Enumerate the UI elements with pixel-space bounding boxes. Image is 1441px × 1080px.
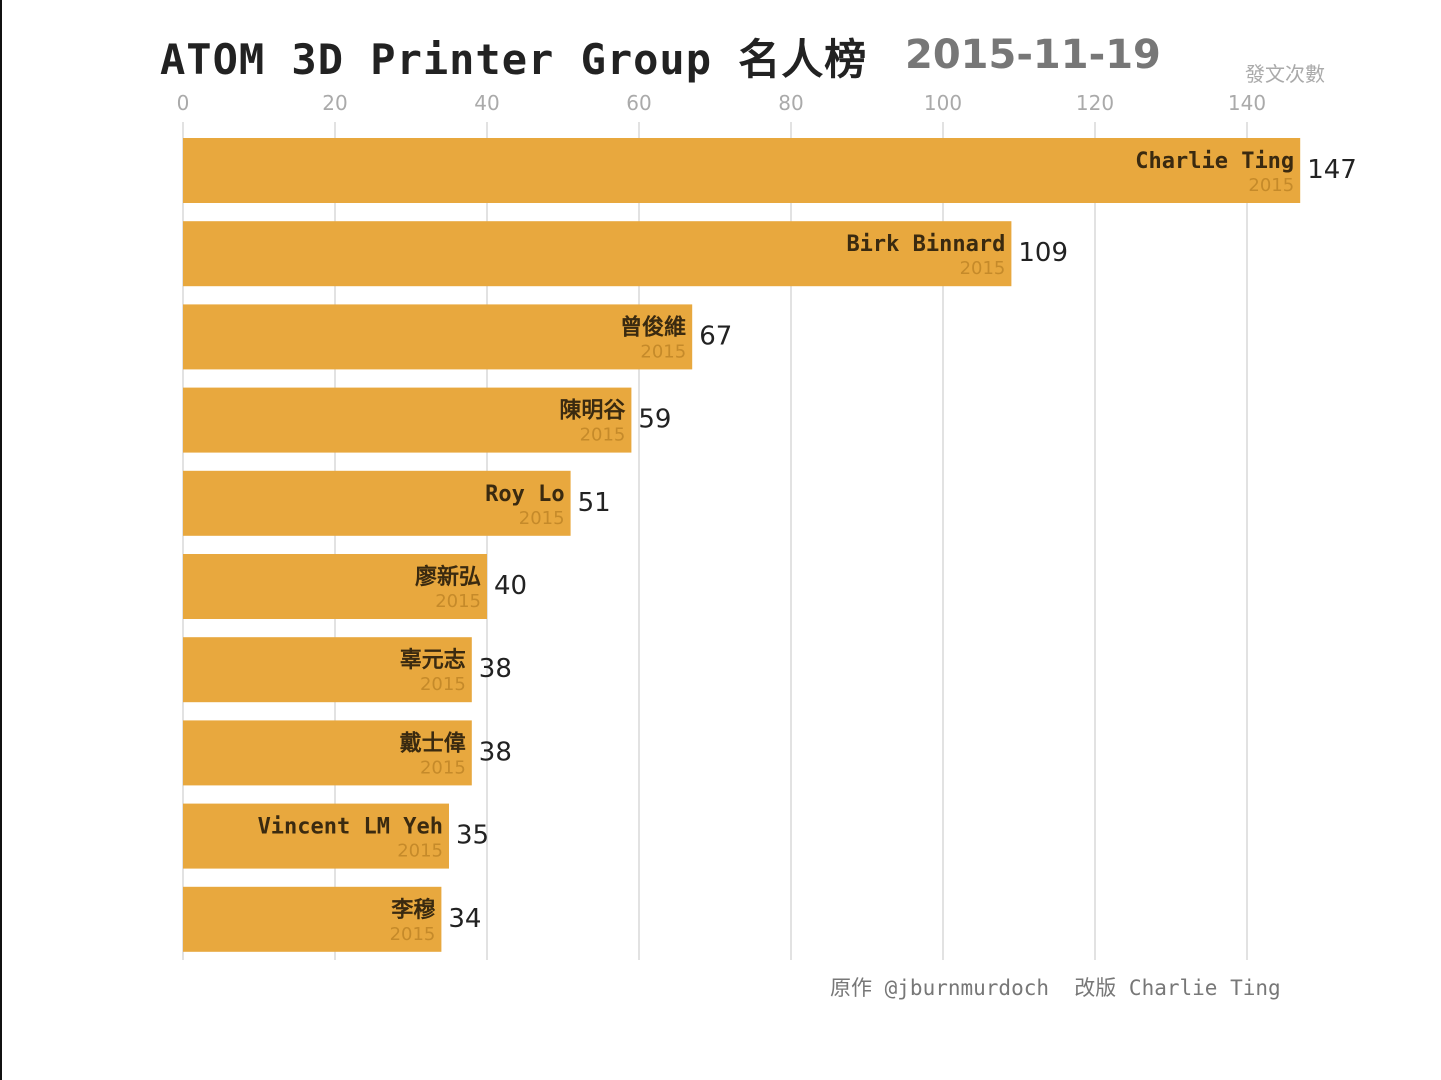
- bar-category-label: Roy Lo: [485, 482, 564, 507]
- bar: [183, 886, 442, 952]
- bar-year-label: 2015: [1248, 175, 1294, 196]
- bar-category-label: 李穆: [390, 897, 435, 923]
- x-tick-label: 20: [322, 91, 347, 115]
- bar-category-label: 戴士偉: [400, 730, 466, 756]
- bar-year-label: 2015: [960, 258, 1006, 279]
- bar-category-label: 廖新弘: [415, 564, 481, 590]
- bar-value-label: 34: [448, 904, 481, 934]
- date-label: 2015-11-19: [905, 32, 1161, 78]
- x-tick-label: 80: [778, 91, 803, 115]
- x-tick-label: 100: [924, 91, 962, 115]
- bar-value-label: 38: [479, 654, 512, 684]
- bar-category-label: 辜元志: [400, 647, 466, 673]
- bar: [183, 637, 472, 703]
- bar-year-label: 2015: [435, 591, 481, 612]
- bar-value-label: 40: [494, 571, 527, 601]
- bar: [183, 720, 472, 786]
- bar-year-label: 2015: [397, 841, 443, 862]
- bar-year-label: 2015: [580, 425, 626, 446]
- credit-text: 原作 @jburnmurdoch 改版 Charlie Ting: [830, 976, 1281, 1000]
- x-axis-label: 發文次數: [1245, 62, 1325, 86]
- x-tick-label: 120: [1076, 91, 1114, 115]
- bar: [183, 221, 1012, 287]
- bar-value-label: 109: [1018, 238, 1068, 268]
- bar-value-label: 67: [699, 321, 732, 351]
- x-tick-label: 0: [177, 91, 190, 115]
- bar-category-label: Birk Binnard: [846, 232, 1005, 257]
- bar-year-label: 2015: [420, 674, 466, 695]
- bar-category-label: Charlie Ting: [1135, 149, 1294, 174]
- bar: [183, 470, 571, 536]
- bar-value-label: 38: [479, 737, 512, 767]
- bar-category-label: Vincent LM Yeh: [258, 815, 443, 840]
- bar-value-label: 51: [578, 488, 611, 518]
- bar-category-label: 陳明谷: [559, 398, 626, 424]
- bar-value-label: 35: [456, 821, 489, 851]
- bar-value-label: 147: [1307, 155, 1357, 185]
- bar-year-label: 2015: [519, 508, 565, 529]
- bar-year-label: 2015: [390, 924, 436, 945]
- bar: [183, 138, 1301, 203]
- bar-value-label: 59: [638, 405, 671, 435]
- chart-title: ATOM 3D Printer Group 名人榜: [160, 35, 868, 84]
- x-tick-label: 40: [474, 91, 499, 115]
- bar-category-label: 曾俊維: [620, 314, 686, 340]
- bar-year-label: 2015: [640, 341, 686, 362]
- x-tick-label: 140: [1228, 91, 1266, 115]
- bar: [183, 304, 693, 370]
- bar: [183, 387, 632, 453]
- x-tick-label: 60: [626, 91, 651, 115]
- bar: [183, 554, 487, 619]
- bar: [183, 803, 449, 869]
- bar-year-label: 2015: [420, 757, 466, 778]
